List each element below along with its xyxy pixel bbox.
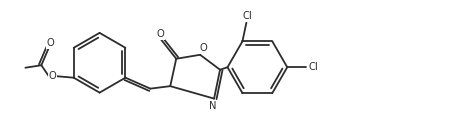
- Text: O: O: [156, 29, 164, 39]
- Text: N: N: [209, 101, 217, 111]
- Text: Cl: Cl: [309, 62, 319, 72]
- Text: O: O: [48, 71, 56, 81]
- Text: Cl: Cl: [242, 12, 252, 22]
- Text: O: O: [200, 43, 207, 53]
- Text: O: O: [47, 38, 55, 48]
